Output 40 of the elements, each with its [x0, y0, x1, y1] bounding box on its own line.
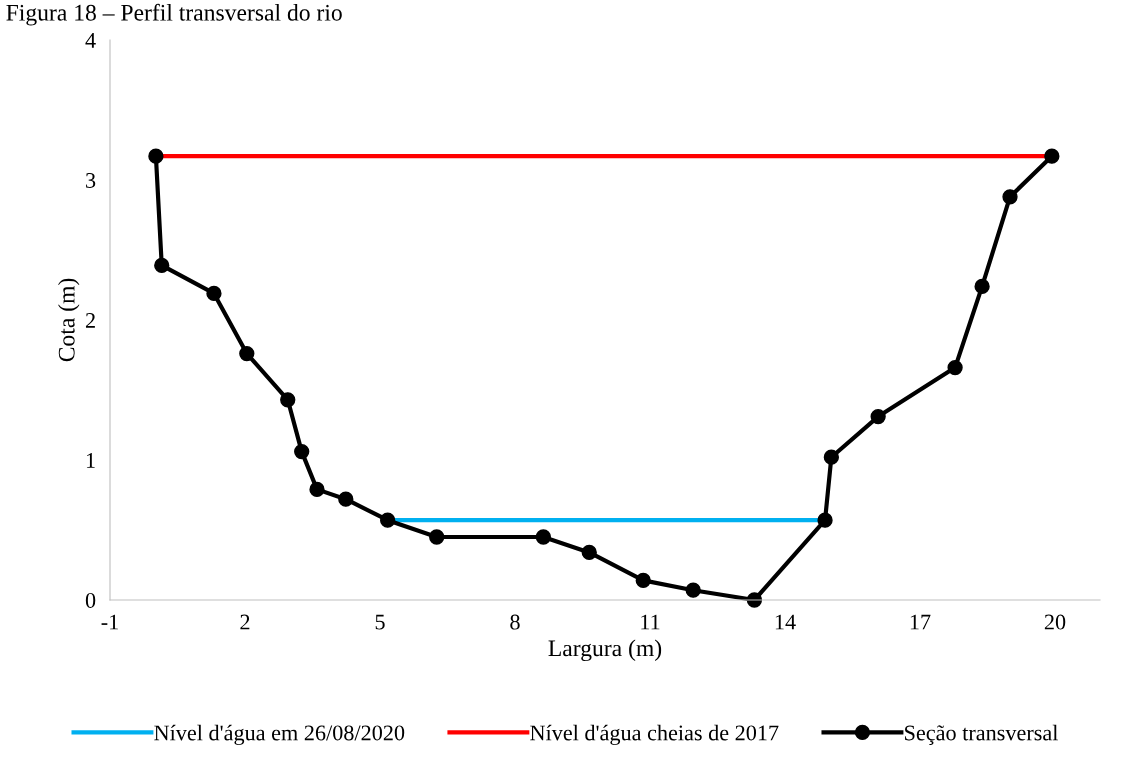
point — [429, 529, 445, 545]
point — [823, 449, 839, 465]
legend-label: Seção transversal — [905, 724, 1058, 745]
point — [280, 392, 296, 408]
point — [974, 278, 990, 295]
x-tick-label: 17 — [910, 614, 931, 630]
point — [154, 257, 170, 274]
x-tick-label: 8 — [510, 614, 520, 630]
y-axis-title: Cota (m) — [58, 278, 80, 362]
point — [947, 359, 963, 376]
chart-title: Figura 18 – Perfil transversal do rio — [6, 3, 342, 26]
point — [685, 582, 701, 598]
point — [870, 408, 886, 425]
x-tick-label: 5 — [375, 614, 385, 630]
point — [535, 529, 551, 545]
point — [1044, 148, 1060, 164]
point — [239, 345, 255, 362]
x-axis-title: Largura (m) — [548, 639, 662, 662]
point — [635, 572, 651, 589]
point — [309, 481, 325, 498]
point — [148, 148, 164, 164]
x-tick-label: 2 — [240, 614, 250, 630]
y-tick-label: 4 — [85, 33, 96, 48]
legend-label: Nível d'água cheias de 2017 — [530, 724, 779, 745]
point — [338, 491, 354, 507]
y-tick-label: 3 — [86, 172, 96, 188]
point — [581, 544, 597, 561]
point — [294, 443, 310, 460]
point — [1002, 189, 1018, 205]
y-tick-label: 2 — [85, 312, 95, 328]
y-tick-label: 0 — [85, 592, 96, 608]
point — [380, 512, 396, 528]
x-tick-label: -1 — [101, 614, 118, 630]
x-tick-label: 20 — [1044, 614, 1066, 630]
x-tick-label: 14 — [775, 614, 796, 630]
x-tick-label: 11 — [641, 614, 660, 630]
legend-label: Nível d'água em 26/08/2020 — [154, 724, 405, 745]
point — [206, 285, 222, 302]
y-tick-label: 1 — [86, 453, 95, 468]
point — [817, 512, 833, 528]
